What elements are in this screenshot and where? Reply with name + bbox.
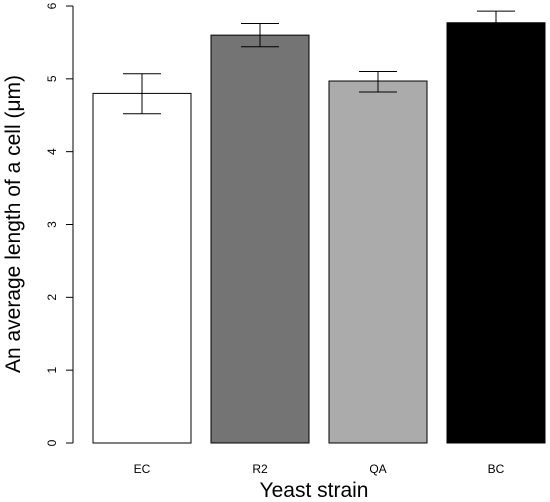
y-tick-label: 4 [45,148,59,155]
y-tick-label: 1 [45,367,59,374]
bar-r2 [210,34,310,444]
y-tick-label: 2 [45,294,59,301]
y-tick-label: 0 [45,439,59,446]
y-tick-label: 6 [45,2,59,9]
y-axis-title: An average length of a cell (μm) [2,75,25,373]
bar-ec [92,92,192,444]
x-tick-label: EC [134,462,151,476]
x-tick-labels: EC R2 QA BC [134,462,505,476]
y-tick-label: 5 [45,75,59,82]
y-axis: 0 1 2 3 4 5 6 [45,2,74,446]
error-bars-group [123,10,515,115]
bars-group [92,22,546,444]
x-tick-label: R2 [252,462,268,476]
y-tick-label: 3 [45,221,59,228]
bar-bc [446,22,546,444]
x-axis-title: Yeast strain [260,479,369,502]
bar-qa [328,80,428,444]
x-tick-label: QA [369,462,386,476]
x-tick-label: BC [488,462,505,476]
